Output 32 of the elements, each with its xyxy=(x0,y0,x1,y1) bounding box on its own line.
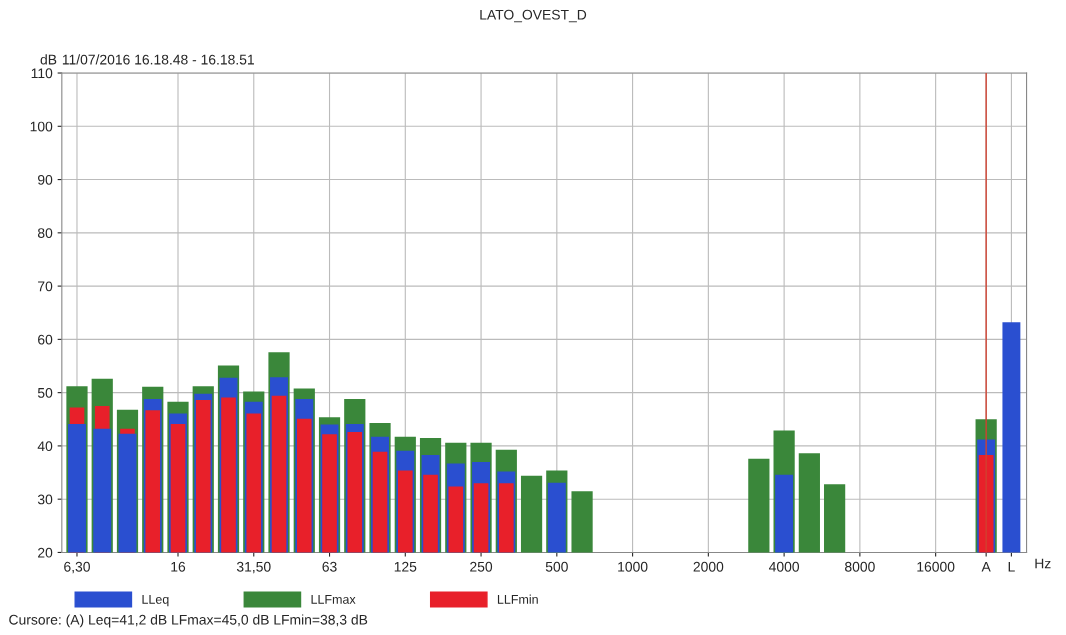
x-tick-label: 4000 xyxy=(768,561,800,572)
legend-label: LLFmin xyxy=(497,594,538,604)
x-tick-label: L xyxy=(1008,561,1015,572)
legend-label: LLeq xyxy=(142,595,169,607)
x-tick-label: 500 xyxy=(545,561,568,572)
x-tick-label: 125 xyxy=(394,561,417,572)
y-tick-label: 80 xyxy=(37,228,53,238)
x-tick-label: 6,30 xyxy=(64,561,90,574)
x-tick-label: 31,50 xyxy=(236,561,271,574)
x-tick-label: 250 xyxy=(470,561,493,572)
text: Cursore: (A) Leq=41,2 dB LFmax=45,0 dB LFmin=38,3 dB xyxy=(9,614,368,628)
x-tick-label: 16000 xyxy=(917,561,955,572)
y-tick-label: 70 xyxy=(38,281,53,292)
y-tick-label: 90 xyxy=(38,174,53,185)
y-tick-label: 30 xyxy=(37,494,53,505)
y-tick-label: 20 xyxy=(38,547,53,558)
x-axis-title: Hz xyxy=(1035,558,1051,569)
legend-label: LLFmax xyxy=(311,595,356,604)
y-axis-title: dB xyxy=(40,54,57,65)
x-tick-label: 1000 xyxy=(618,561,648,572)
y-tick-label: 110 xyxy=(31,68,53,79)
x-tick-label: A xyxy=(981,561,991,572)
chart-title: LATO_OVEST_D xyxy=(480,9,587,23)
y-tick-label: 100 xyxy=(30,121,53,132)
x-tick-label: 2000 xyxy=(693,561,724,572)
y-tick-label: 50 xyxy=(37,387,53,398)
y-tick-label: 40 xyxy=(37,441,53,452)
chart-subtitle: 11/07/2016 16.18.48 - 16.18.51 xyxy=(62,54,254,65)
x-tick-label: 8000 xyxy=(845,561,875,572)
x-tick-label: 16 xyxy=(171,561,186,572)
x-tick-label: 63 xyxy=(322,561,337,572)
y-tick-label: 60 xyxy=(38,334,53,345)
